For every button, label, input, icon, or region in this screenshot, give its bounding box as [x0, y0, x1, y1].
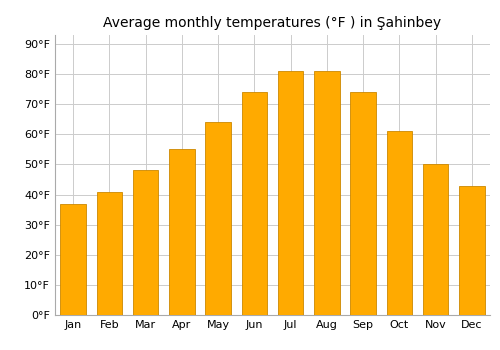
Bar [314, 71, 340, 315]
Bar [96, 191, 122, 315]
Bar [386, 131, 412, 315]
Bar [206, 122, 231, 315]
Bar [278, 71, 303, 315]
Bar [423, 164, 448, 315]
Bar [350, 92, 376, 315]
Bar [133, 170, 158, 315]
Bar [169, 149, 194, 315]
Title: Average monthly temperatures (°F ) in Şahinbey: Average monthly temperatures (°F ) in Şa… [104, 16, 442, 30]
Bar [60, 204, 86, 315]
Bar [459, 186, 484, 315]
Bar [242, 92, 267, 315]
